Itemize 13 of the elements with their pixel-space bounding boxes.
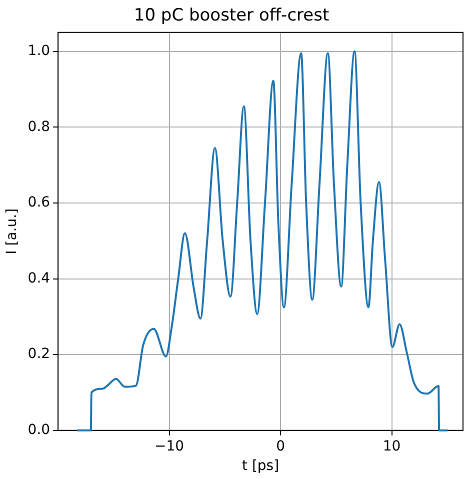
line-series xyxy=(76,50,448,432)
y-tick-label: 0.8 xyxy=(28,118,50,135)
chart-title: 10 pC booster off-crest xyxy=(134,6,330,26)
y-tick-label: 1.0 xyxy=(28,42,50,59)
y-axis-title: I [a.u.] xyxy=(4,208,20,254)
y-tick-label: 0.6 xyxy=(28,194,50,211)
y-tick-label: 0.2 xyxy=(28,346,50,362)
y-tick-label: 0.0 xyxy=(28,422,50,438)
x-tick-label: 0 xyxy=(276,438,286,454)
x-tick-label: 10 xyxy=(382,438,401,454)
y-tick-label: 0.4 xyxy=(28,270,50,286)
x-tick-label: −10 xyxy=(154,438,184,454)
x-axis-title: t [ps] xyxy=(242,458,280,474)
